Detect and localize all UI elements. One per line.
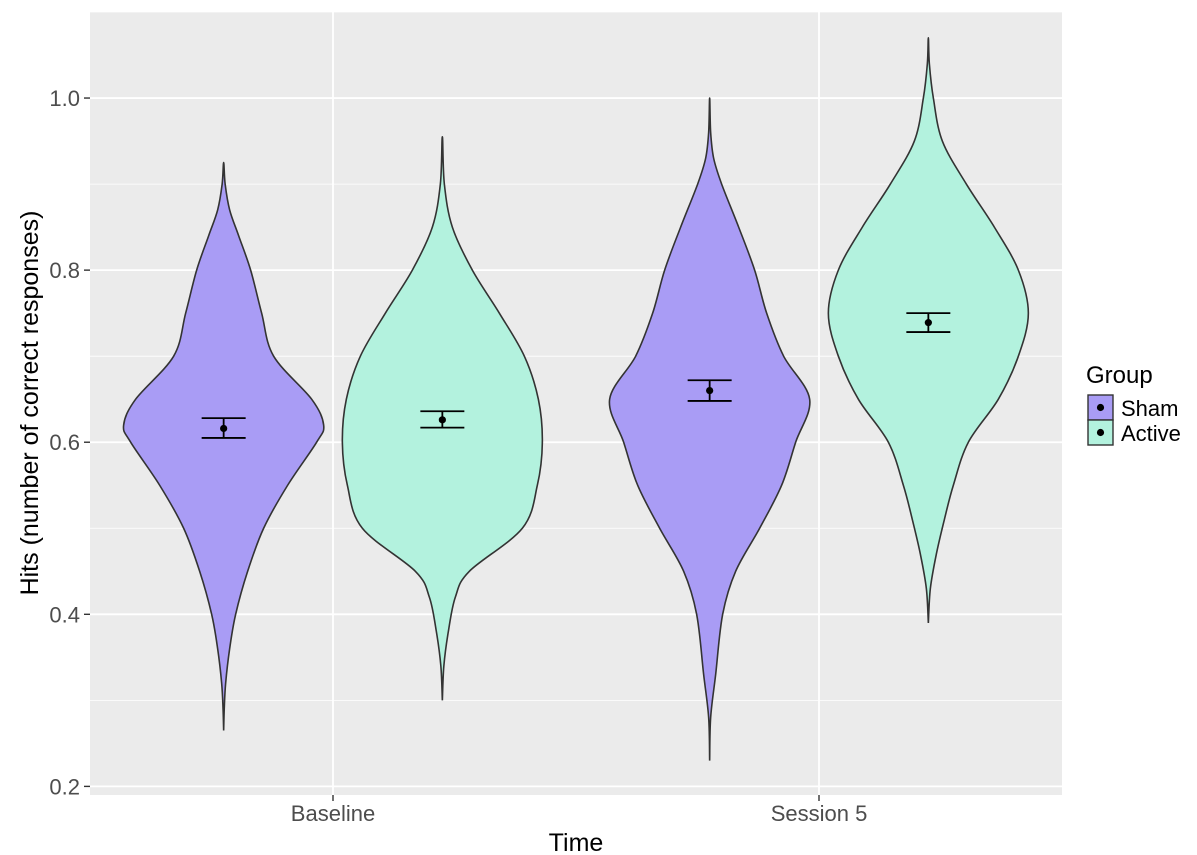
error-bars-layer <box>201 312 951 439</box>
y-tick-label: 0.2 <box>49 774 80 799</box>
y-tick-label: 0.8 <box>49 258 80 283</box>
legend-title: Group <box>1086 362 1153 389</box>
legend-key-point <box>1096 403 1105 412</box>
legend-label-active: Active <box>1121 421 1181 446</box>
x-axis: Baseline Session 5 <box>291 795 868 826</box>
y-tick-label: 0.4 <box>49 602 80 627</box>
y-tick-label: 1.0 <box>49 86 80 111</box>
y-axis-title: Hits (number of correct responses) <box>16 211 44 596</box>
y-tick-label: 0.6 <box>49 430 80 455</box>
y-axis: 0.2 0.4 0.6 0.8 1.0 <box>49 86 90 799</box>
violin-sham-0 <box>122 161 325 731</box>
legend-key-point <box>1096 428 1105 437</box>
mean-point <box>438 416 446 424</box>
mean-point <box>706 386 714 395</box>
x-axis-title: Time <box>549 829 604 855</box>
mean-point <box>924 319 932 327</box>
legend-label-sham: Sham <box>1121 396 1178 421</box>
x-tick-label: Baseline <box>291 801 375 826</box>
violin-sham-1 <box>608 97 811 761</box>
x-tick-label: Session 5 <box>771 801 868 826</box>
mean-point <box>220 424 228 433</box>
